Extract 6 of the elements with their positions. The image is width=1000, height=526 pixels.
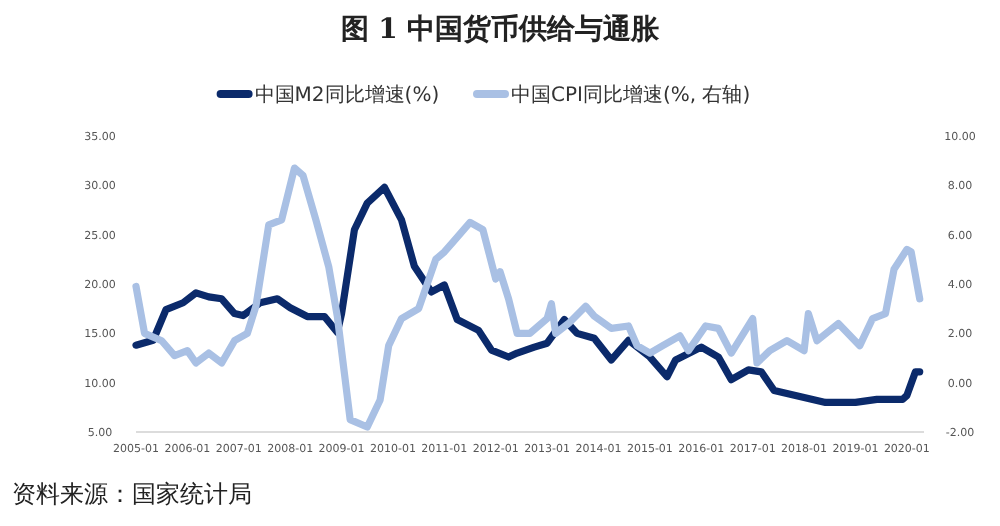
- legend-label: 中国CPI同比增速(%, 右轴): [511, 83, 751, 107]
- line-series: [132, 183, 924, 406]
- legend-label: 中国M2同比增速(%): [254, 83, 440, 107]
- chart-title: 图 1 中国货币供给与通胀: [340, 12, 662, 46]
- text: 资料来源：国家统计局: [12, 480, 252, 508]
- line-series: [132, 164, 924, 431]
